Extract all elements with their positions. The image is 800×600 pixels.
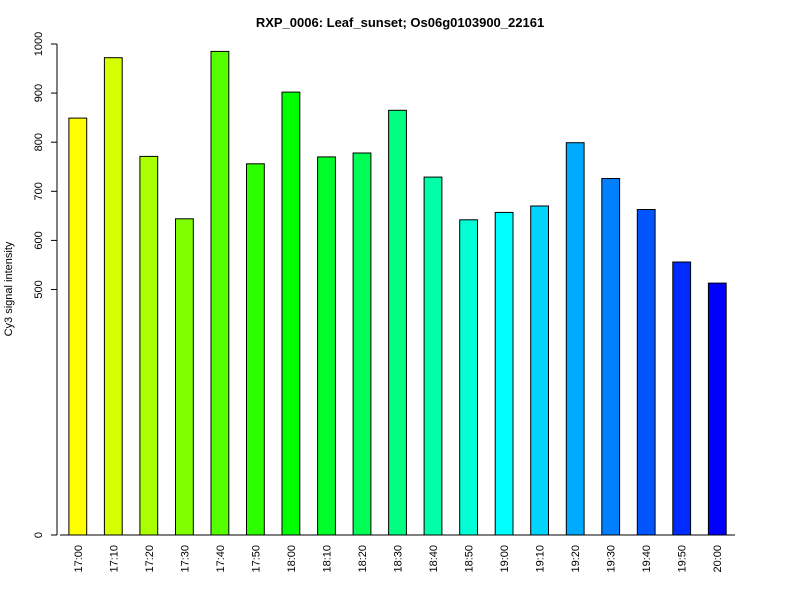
x-tick-label: 18:50 xyxy=(464,545,476,573)
bar-1750 xyxy=(246,163,265,536)
y-tick-label: 800 xyxy=(33,133,45,151)
y-tick-label: 900 xyxy=(33,84,45,102)
bar-1810 xyxy=(317,156,336,536)
bar-1850 xyxy=(459,219,479,536)
x-tick-label: 17:10 xyxy=(108,545,120,573)
bar-1910 xyxy=(530,205,550,536)
x-tick-label: 18:30 xyxy=(393,545,405,573)
x-tick-label: 17:00 xyxy=(73,545,85,573)
x-tick-label: 19:30 xyxy=(606,545,618,573)
bar-1700 xyxy=(68,117,88,536)
bar-1800 xyxy=(281,91,301,536)
bar-1930 xyxy=(601,178,621,536)
bar-1840 xyxy=(423,176,443,536)
bar-1900 xyxy=(494,211,514,536)
bars-group xyxy=(68,50,727,536)
bar-1710 xyxy=(103,57,123,536)
bar-1940 xyxy=(636,209,656,536)
x-tick-label: 19:20 xyxy=(570,545,582,573)
x-tick-label: 19:50 xyxy=(677,545,689,573)
x-tick-label: 19:10 xyxy=(535,545,547,573)
x-tick-label: 19:40 xyxy=(641,545,653,573)
x-axis-labels: 17:00 17:10 17:20 17:30 17:40 17:50 18:00 18:10… xyxy=(73,545,724,573)
bar-1820 xyxy=(352,152,372,536)
x-tick-label: 18:20 xyxy=(357,545,369,573)
x-tick-label: 17:40 xyxy=(215,545,227,573)
y-axis: 0 500 600 700 800 900 1000 xyxy=(33,32,58,538)
y-tick-label: 500 xyxy=(33,280,45,298)
x-tick-label: 18:10 xyxy=(321,545,333,573)
bar-1830 xyxy=(388,109,407,536)
y-axis-label: Cy3 signal intensity xyxy=(3,241,15,336)
x-tick-label: 18:00 xyxy=(286,545,298,573)
x-tick-label: 17:30 xyxy=(179,545,191,573)
bar-1720 xyxy=(139,155,159,536)
x-tick-label: 20:00 xyxy=(712,545,724,573)
y-tick-label: 0 xyxy=(33,532,45,538)
y-tick-label: 700 xyxy=(33,182,45,200)
y-tick-label: 600 xyxy=(33,231,45,249)
x-tick-label: 17:50 xyxy=(250,545,262,573)
chart-title: RXP_0006: Leaf_sunset; Os06g0103900_2216… xyxy=(256,15,544,30)
x-tick-label: 17:20 xyxy=(144,545,156,573)
x-tick-label: 19:00 xyxy=(499,545,511,573)
bar-1740 xyxy=(210,50,230,536)
y-tick-label: 1000 xyxy=(33,32,45,56)
bar-1730 xyxy=(175,218,194,536)
bar-1920 xyxy=(565,142,585,536)
x-tick-label: 18:40 xyxy=(428,545,440,573)
bar-2000 xyxy=(707,282,727,536)
bar-1950 xyxy=(672,261,692,536)
